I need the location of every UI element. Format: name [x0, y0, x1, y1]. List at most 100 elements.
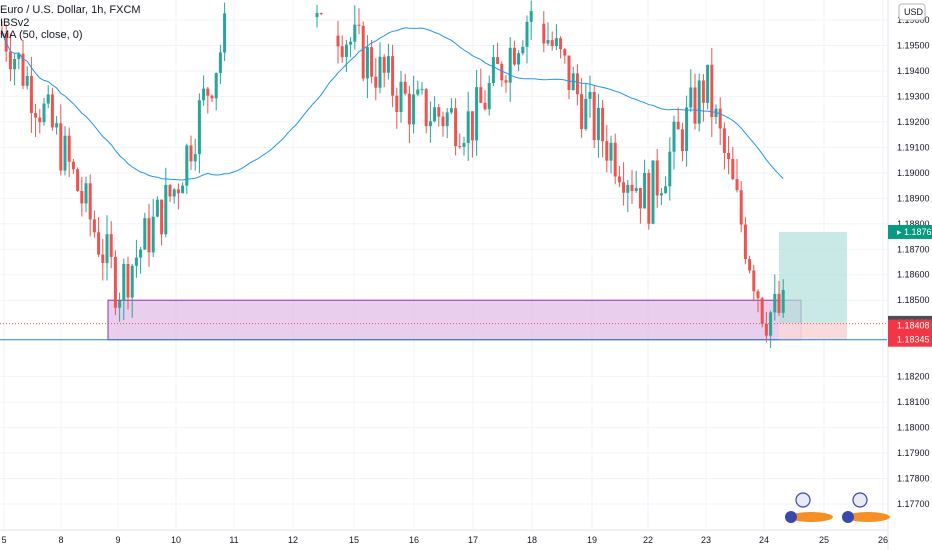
candle-body — [647, 173, 651, 224]
candle-body — [521, 46, 525, 54]
candle-body — [391, 56, 395, 96]
candle-body — [46, 94, 50, 104]
candle-body — [441, 116, 445, 127]
target-price-tag-text: ▸ 1.18768 — [897, 227, 932, 237]
candle-body — [357, 24, 361, 26]
price-tick-label: 1.17700 — [897, 499, 930, 509]
chart-legend: Euro / U.S. Dollar, 1h, FXCM IBSv2 MA (5… — [0, 4, 141, 42]
time-tick-label: 19 — [587, 535, 597, 545]
candle-body — [214, 72, 218, 99]
candle-body — [416, 89, 420, 95]
time-tick-label: 18 — [527, 535, 537, 545]
candle-body — [693, 87, 697, 124]
price-tick-label: 1.18800 — [897, 219, 930, 229]
candle-body — [760, 298, 764, 324]
candle-body — [55, 123, 59, 128]
candle-body — [29, 76, 33, 114]
candle-body — [189, 145, 193, 162]
stop-zone[interactable] — [779, 322, 847, 340]
candle-body — [25, 76, 29, 86]
candle-body — [97, 232, 101, 255]
event-marker-icon[interactable] — [852, 492, 868, 508]
candle-body — [685, 107, 689, 152]
indicator-ma[interactable]: MA (50, close, 0) — [0, 29, 83, 41]
candle-body — [756, 291, 760, 299]
candle-body — [559, 38, 563, 50]
candle-body — [336, 35, 340, 47]
candle-body — [689, 87, 693, 108]
candle-body — [164, 184, 168, 235]
candle-body — [172, 189, 176, 197]
candle-body — [76, 169, 80, 191]
lower-price-tag-text: 1.18345 — [897, 335, 930, 345]
currency-button-label[interactable]: USD — [904, 7, 924, 17]
candle-body — [155, 199, 159, 217]
candle-body — [710, 64, 714, 117]
candle-body — [88, 183, 92, 220]
candle-body — [433, 107, 437, 122]
candle-body — [122, 263, 126, 301]
candle-body — [752, 270, 756, 292]
candle-body — [529, 11, 533, 22]
ma-line — [1, 27, 784, 181]
candle-body — [542, 23, 546, 44]
indicator-ibs[interactable]: IBSv2 — [0, 16, 30, 29]
candle-body — [134, 257, 138, 266]
candle-body — [370, 47, 374, 77]
candle-body — [21, 53, 25, 86]
candle-body — [210, 95, 214, 99]
time-tick-label: 12 — [288, 535, 298, 545]
event-flag-icon — [789, 512, 833, 522]
candle-body — [496, 57, 500, 64]
candle-body — [407, 93, 411, 125]
candle-body — [80, 190, 84, 204]
candle-body — [395, 95, 399, 112]
price-tick-label: 1.18500 — [897, 295, 930, 305]
price-tick-label: 1.19300 — [897, 91, 930, 101]
target-zone[interactable] — [779, 231, 847, 323]
candle-body — [101, 254, 105, 263]
candle-body — [504, 80, 508, 83]
candle-body — [13, 59, 17, 70]
time-tick-label: 16 — [409, 535, 419, 545]
candle-body — [193, 154, 197, 162]
candle-body — [735, 179, 739, 191]
candle-body — [483, 102, 487, 110]
candle-body — [672, 121, 676, 152]
candle-body — [567, 55, 571, 91]
symbol-title[interactable]: Euro / U.S. Dollar, 1h, FXCM — [0, 4, 141, 16]
candle-body — [622, 182, 626, 193]
candle-body — [655, 160, 659, 196]
candle-body — [50, 94, 54, 128]
candle-body — [722, 128, 726, 153]
candle-body — [185, 145, 189, 186]
candle-body — [71, 161, 75, 170]
candle-body — [424, 89, 428, 127]
candle-body — [223, 13, 227, 53]
time-tick-label: 25 — [819, 535, 829, 545]
candle-body — [462, 143, 466, 147]
candle-body — [374, 76, 378, 88]
support-zone[interactable] — [107, 299, 802, 341]
candle-body — [8, 51, 12, 70]
time-tick-label: 24 — [759, 535, 769, 545]
candle-body — [59, 123, 63, 171]
candle-body — [160, 199, 164, 235]
candle-body — [743, 224, 747, 260]
candle-body — [105, 234, 109, 263]
candle-body — [34, 113, 38, 118]
currency-button[interactable] — [898, 3, 926, 21]
candle-body — [668, 151, 672, 187]
candle-body — [382, 56, 386, 73]
candle-body — [563, 49, 567, 56]
candle-body — [84, 183, 88, 204]
candle-body — [365, 47, 369, 79]
candle-body — [109, 234, 113, 257]
candle-body — [605, 141, 609, 161]
price-tick-label: 1.18700 — [897, 244, 930, 254]
candle-body — [643, 173, 647, 209]
candle-body — [525, 21, 529, 47]
event-marker-icon[interactable] — [795, 492, 811, 508]
time-tick-label: 22 — [643, 535, 653, 545]
